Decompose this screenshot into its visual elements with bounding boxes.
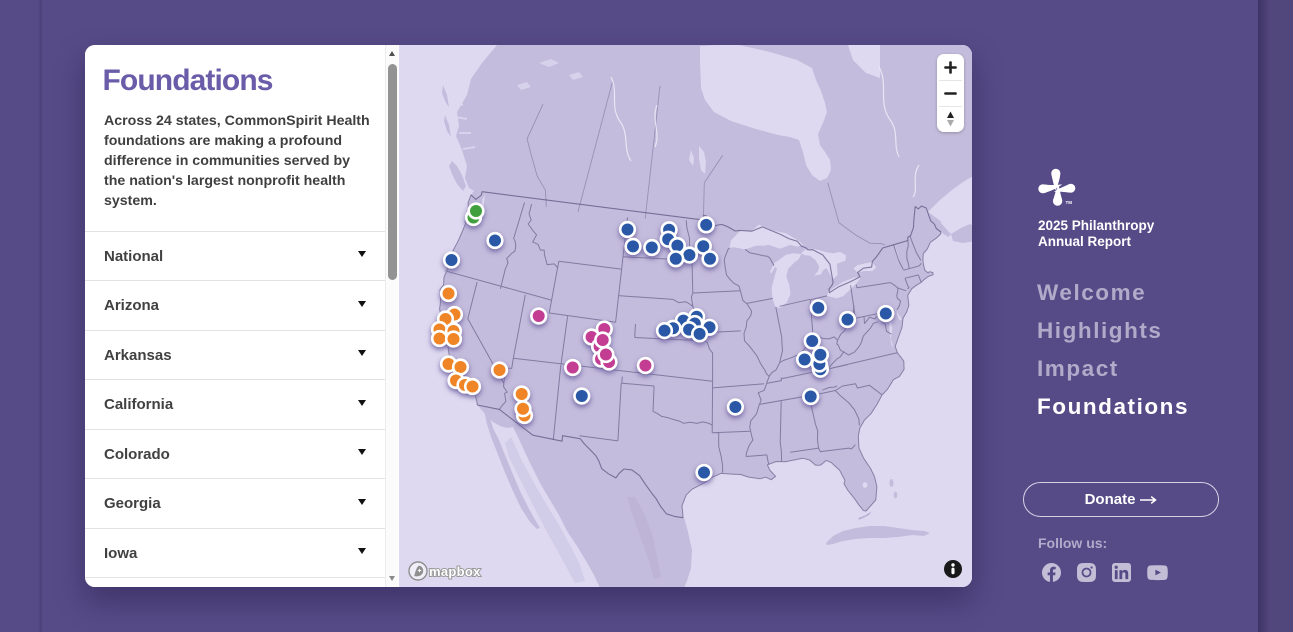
svg-text:mapbox: mapbox [429,564,481,579]
svg-text:TM: TM [1066,200,1073,205]
